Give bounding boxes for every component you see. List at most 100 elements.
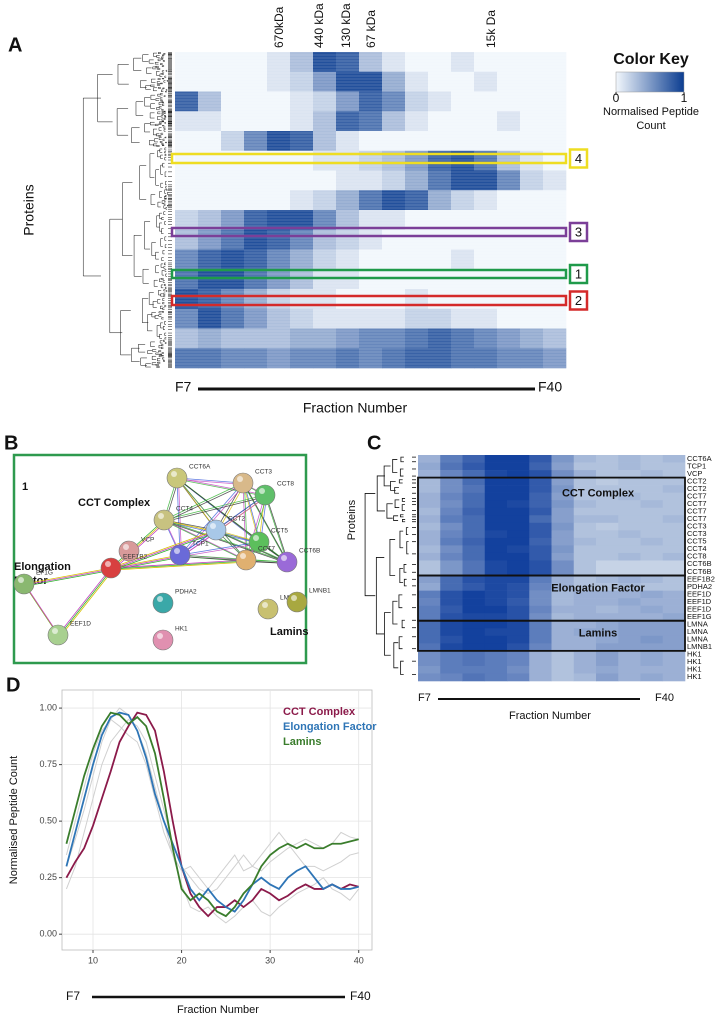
legend-entry: Lamins [283, 736, 322, 748]
heatmap-cell [618, 650, 641, 659]
heatmap-cell [596, 658, 619, 667]
heatmap-cell [462, 470, 486, 478]
heatmap-cell [507, 583, 530, 591]
heatmap-cell [618, 500, 641, 509]
heatmap-cell [484, 552, 508, 561]
dendrogram [158, 345, 162, 349]
heatmap-cell [418, 492, 441, 501]
heatmap-cell [662, 665, 686, 674]
heatmap-cell [484, 470, 508, 478]
heatmap-cell [529, 583, 552, 591]
heatmap-cell [244, 308, 268, 329]
dendrogram [164, 236, 167, 241]
network-edge [112, 556, 183, 571]
heatmap-cell [359, 131, 383, 152]
heatmap-cell [428, 52, 452, 73]
heatmap-cell [551, 650, 575, 659]
x-start: F7 [66, 989, 80, 1003]
heatmap-cell [474, 210, 498, 231]
heatmap-cell [551, 620, 575, 629]
cluster-highlight [170, 226, 568, 238]
heatmap-cell [573, 500, 597, 509]
heatmap-cell [382, 269, 406, 290]
heatmap-cell [618, 545, 641, 554]
heatmap-cell [405, 348, 429, 369]
dendrogram [160, 63, 163, 65]
heatmap-cell [267, 52, 291, 73]
heatmap-cell [618, 485, 641, 493]
network-node [100, 557, 122, 579]
heatmap-cell [336, 249, 360, 270]
dendrogram [154, 123, 159, 126]
row-label: HK1 [687, 665, 702, 674]
heatmap-cell [474, 308, 498, 329]
heatmap-cell [418, 545, 441, 554]
dendrogram [158, 290, 162, 296]
dendrogram [82, 97, 101, 277]
heatmap-cell [551, 552, 575, 561]
heatmap-cell [551, 545, 575, 554]
heatmap-cell [440, 613, 463, 622]
heatmap-cell [313, 210, 337, 231]
heatmap-cell [267, 210, 291, 231]
node-label: CCT2 [228, 516, 245, 523]
heatmap-cell [497, 210, 521, 231]
dendrogram [166, 80, 169, 82]
heatmap-cell [418, 522, 441, 531]
heatmap-cell [573, 628, 597, 637]
color-key-label: Normalised Peptide [603, 106, 699, 118]
heatmap-cell [543, 190, 567, 211]
dendrogram [375, 557, 385, 635]
heatmap-cell [175, 249, 199, 270]
heatmap-cell [175, 190, 199, 211]
heatmap-cell [405, 328, 429, 349]
heatmap-cell [462, 575, 486, 584]
row-label: TCP1 [687, 461, 706, 470]
heatmap-cell [529, 658, 552, 667]
heatmap-cell [640, 485, 664, 493]
node-shine [174, 548, 180, 554]
heatmap-cell [573, 575, 597, 584]
dendrogram [163, 199, 166, 202]
dendrogram [147, 350, 153, 354]
heatmap-cell [451, 308, 475, 329]
heatmap-cell [418, 507, 441, 516]
heatmap-cell [462, 590, 486, 599]
heatmap-cell [640, 545, 664, 554]
heatmap-cell [198, 210, 222, 231]
x-tick-label: 40 [354, 955, 364, 965]
row-label: CCT7 [687, 514, 707, 523]
network-edge [179, 482, 244, 556]
heatmap-cell [221, 348, 245, 369]
heatmap-cell [529, 643, 552, 652]
heatmap-cell [640, 635, 664, 644]
network-edge [110, 554, 181, 569]
heatmap-cell [520, 249, 544, 270]
heatmap-cell [618, 613, 641, 622]
y-axis-label: Normalised Peptide Count [8, 756, 20, 884]
heatmap-cell [573, 643, 597, 652]
network-edge [242, 482, 288, 563]
node-shine [105, 561, 111, 567]
row-label: CCT4 [687, 544, 707, 553]
heatmap-cell [440, 560, 463, 569]
cluster-highlight [170, 294, 568, 307]
heatmap-cell [484, 560, 508, 569]
heatmap-cell [175, 52, 199, 73]
heatmap-cell [359, 111, 383, 132]
heatmap-cell [313, 348, 337, 369]
dendrogram [151, 362, 157, 366]
heatmap-cell [640, 507, 664, 516]
node-shine [157, 633, 163, 639]
dendrogram [156, 358, 161, 362]
heatmap-cell [313, 52, 337, 73]
heatmap-cell [290, 111, 314, 132]
cluster-tag [568, 221, 589, 243]
dendrogram [163, 53, 166, 55]
heatmap-cell [662, 628, 686, 637]
heatmap-cell [497, 190, 521, 211]
heatmap-cell [175, 308, 199, 329]
heatmap-cell [520, 52, 544, 73]
heatmap-cell [484, 477, 508, 486]
heatmap-cell [484, 492, 508, 501]
